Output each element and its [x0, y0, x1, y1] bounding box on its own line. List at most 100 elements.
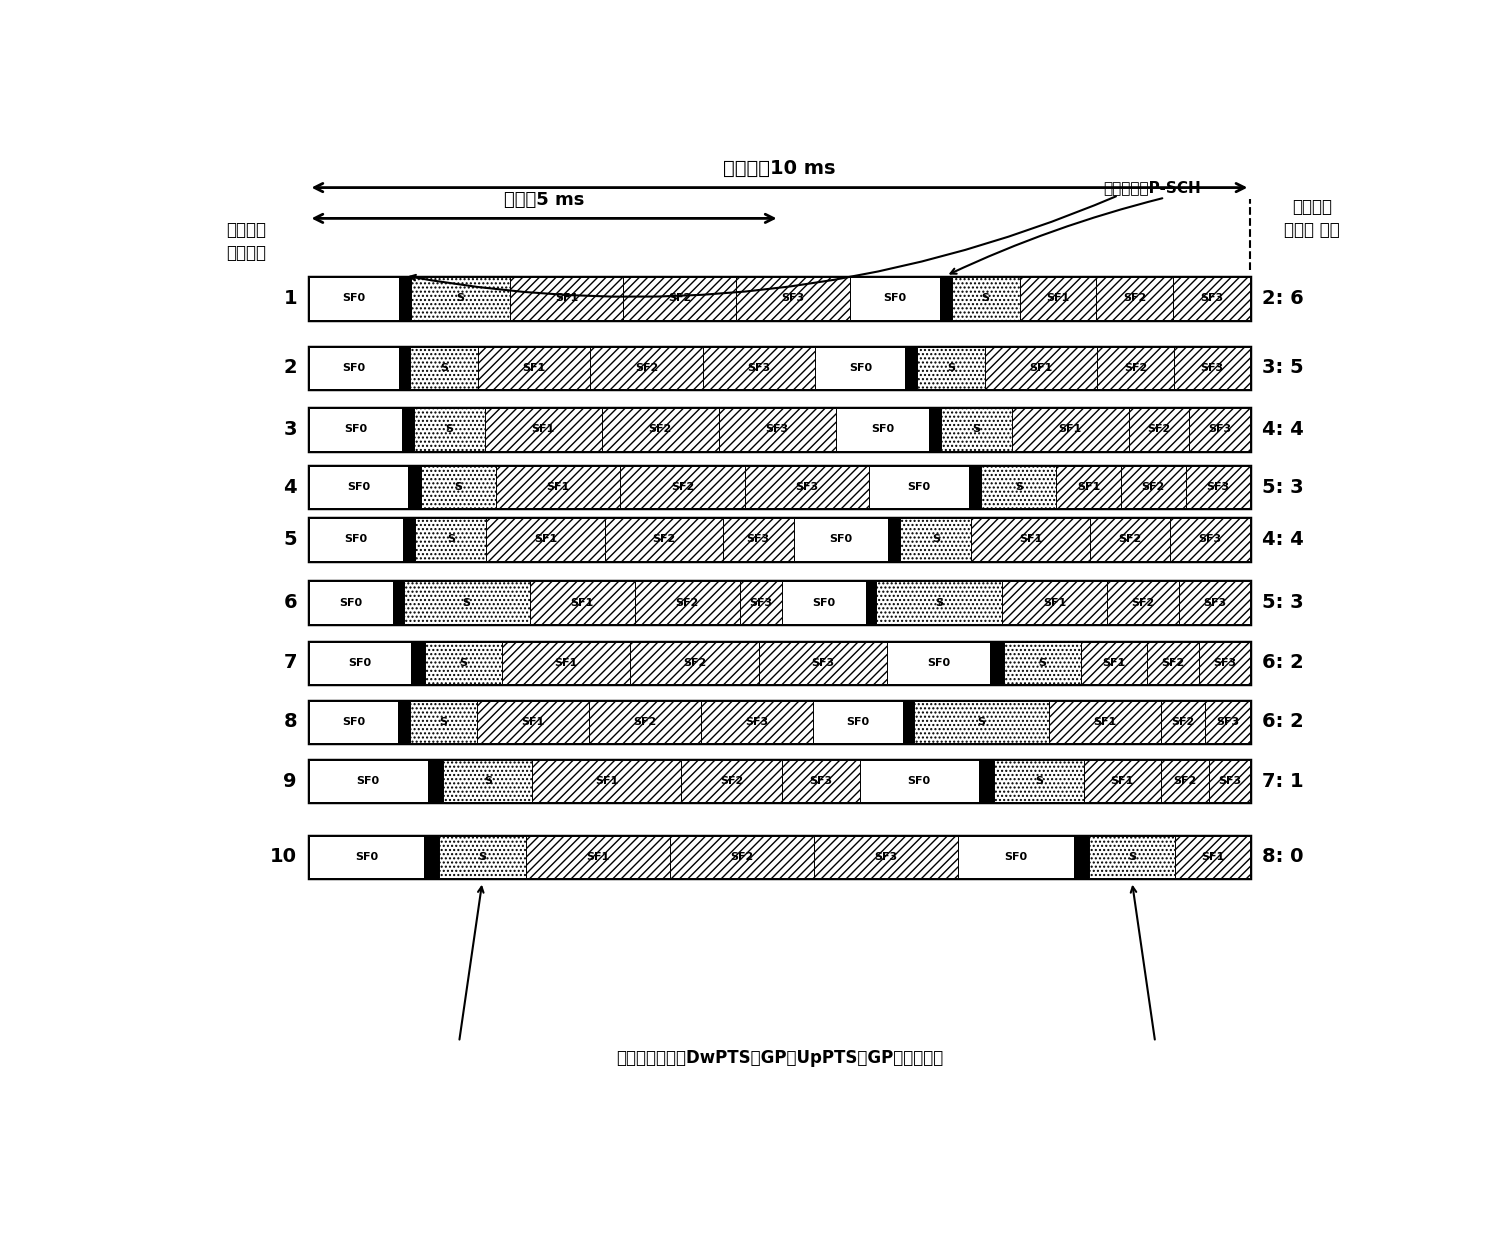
- Text: S: S: [947, 363, 955, 373]
- Text: S: S: [463, 598, 470, 608]
- Bar: [309, 641, 1250, 684]
- Text: SF3: SF3: [875, 852, 897, 861]
- Bar: [630, 641, 759, 684]
- Bar: [994, 760, 1084, 802]
- Text: SF0: SF0: [908, 776, 930, 786]
- Text: SF0: SF0: [908, 482, 930, 492]
- Text: SF1: SF1: [546, 482, 570, 492]
- Text: SF3: SF3: [1208, 424, 1232, 434]
- Text: SF1: SF1: [596, 776, 618, 786]
- Text: 时隙比例: 时隙比例: [1292, 198, 1332, 216]
- Text: 4: 4: 4: 4: [1262, 530, 1303, 549]
- Text: 10: 10: [270, 847, 297, 866]
- Bar: [1107, 581, 1179, 624]
- Text: SF3: SF3: [1200, 293, 1223, 304]
- Text: SF0: SF0: [884, 293, 906, 304]
- Text: SF3: SF3: [745, 717, 769, 727]
- Bar: [1081, 641, 1148, 684]
- Text: S: S: [484, 776, 492, 786]
- Text: SF0: SF0: [348, 658, 371, 667]
- Bar: [309, 581, 1250, 624]
- Bar: [635, 581, 739, 624]
- Bar: [309, 701, 1250, 743]
- Bar: [869, 466, 968, 508]
- Bar: [403, 518, 416, 561]
- Bar: [1012, 408, 1128, 451]
- Text: S: S: [932, 534, 939, 545]
- Bar: [971, 518, 1090, 561]
- Bar: [1205, 701, 1250, 743]
- Text: SF2: SF2: [676, 598, 698, 608]
- Bar: [443, 760, 532, 802]
- Text: SF0: SF0: [344, 424, 366, 434]
- Text: SF0: SF0: [344, 534, 368, 545]
- Bar: [703, 346, 816, 389]
- Text: SF0: SF0: [356, 776, 380, 786]
- Bar: [991, 641, 1003, 684]
- Bar: [670, 836, 814, 878]
- Text: SF3: SF3: [1199, 534, 1221, 545]
- Bar: [410, 346, 478, 389]
- Text: SF0: SF0: [811, 598, 835, 608]
- Bar: [309, 518, 1250, 561]
- Text: SF3: SF3: [811, 658, 835, 667]
- Bar: [814, 836, 958, 878]
- Bar: [309, 408, 403, 451]
- Text: S: S: [977, 717, 985, 727]
- Text: SF2: SF2: [668, 293, 692, 304]
- Bar: [1161, 701, 1205, 743]
- Text: SF1: SF1: [1044, 598, 1066, 608]
- Bar: [781, 581, 866, 624]
- Text: 7: 7: [284, 653, 297, 672]
- Bar: [1084, 760, 1161, 802]
- Bar: [1179, 581, 1250, 624]
- Text: 6: 2: 6: 2: [1262, 653, 1303, 672]
- Bar: [958, 836, 1074, 878]
- Text: 5: 5: [284, 530, 297, 549]
- Bar: [736, 277, 849, 320]
- Bar: [1161, 760, 1208, 802]
- Text: SF2: SF2: [633, 717, 656, 727]
- Bar: [860, 760, 979, 802]
- Bar: [1173, 277, 1250, 320]
- Text: S: S: [1015, 482, 1022, 492]
- Bar: [309, 346, 398, 389]
- Bar: [309, 581, 392, 624]
- Text: 6: 6: [284, 593, 297, 612]
- Text: S: S: [478, 852, 486, 861]
- Text: 半帧＝5 ms: 半帧＝5 ms: [504, 192, 584, 209]
- Bar: [1056, 466, 1120, 508]
- Text: SF0: SF0: [870, 424, 894, 434]
- Bar: [532, 760, 682, 802]
- Bar: [620, 466, 745, 508]
- Bar: [719, 408, 835, 451]
- Bar: [1175, 836, 1250, 878]
- Bar: [502, 641, 630, 684]
- Text: SF2: SF2: [683, 658, 706, 667]
- Bar: [1185, 466, 1250, 508]
- Bar: [487, 518, 605, 561]
- Text: 图样序号: 图样序号: [226, 243, 267, 262]
- Bar: [939, 277, 952, 320]
- Text: SF1: SF1: [1111, 776, 1134, 786]
- Text: SF1: SF1: [1030, 363, 1053, 373]
- Text: 3: 5: 3: 5: [1262, 358, 1303, 377]
- Text: SF1: SF1: [1200, 852, 1224, 861]
- Text: SF2: SF2: [730, 852, 754, 861]
- Bar: [917, 346, 985, 389]
- Bar: [439, 836, 526, 878]
- Bar: [1128, 408, 1190, 451]
- Text: SF1: SF1: [587, 852, 609, 861]
- Text: S: S: [973, 424, 980, 434]
- Bar: [605, 518, 722, 561]
- Text: SF1: SF1: [570, 598, 594, 608]
- Bar: [905, 346, 917, 389]
- Bar: [759, 641, 887, 684]
- Text: SF3: SF3: [766, 424, 789, 434]
- Text: SF0: SF0: [846, 717, 870, 727]
- Bar: [591, 346, 703, 389]
- Bar: [1098, 346, 1173, 389]
- Text: SF2: SF2: [1123, 363, 1148, 373]
- Text: 主同步信号P-SCH: 主同步信号P-SCH: [1102, 180, 1200, 195]
- Text: 5: 3: 5: 3: [1262, 477, 1303, 497]
